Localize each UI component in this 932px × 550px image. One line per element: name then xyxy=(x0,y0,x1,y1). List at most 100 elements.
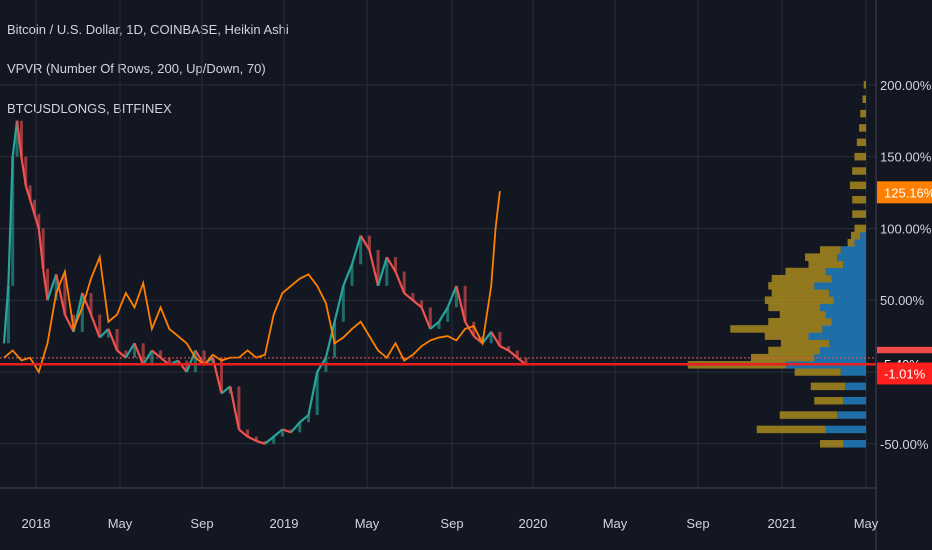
horizontal-lines xyxy=(0,357,876,366)
vp-down-bar xyxy=(764,332,809,340)
vp-up-bar xyxy=(831,318,866,326)
price-candle xyxy=(420,300,424,308)
price-candle xyxy=(6,285,10,344)
vp-down-bar xyxy=(860,109,866,118)
price-candle xyxy=(115,328,119,351)
price-tag-label: 125.16% xyxy=(884,185,932,200)
vp-up-bar xyxy=(854,239,866,247)
vp-down-bar xyxy=(847,239,855,247)
axes xyxy=(0,0,877,550)
vp-up-bar xyxy=(829,289,866,297)
vp-up-bar xyxy=(825,310,866,319)
vp-down-bar xyxy=(768,318,832,326)
price-candle xyxy=(359,235,363,265)
vp-down-bar xyxy=(779,411,838,419)
price-candle xyxy=(80,293,84,332)
price-candle xyxy=(437,321,441,329)
price-candle xyxy=(428,307,432,329)
price-candle xyxy=(32,199,36,215)
chart-grid xyxy=(0,0,876,488)
price-candle xyxy=(237,386,241,430)
vp-down-bar xyxy=(764,296,834,304)
vp-up-bar xyxy=(825,267,866,276)
y-tick-label: 150.00% xyxy=(880,150,932,165)
x-tick-label: 2020 xyxy=(519,516,548,531)
price-candle xyxy=(367,235,371,250)
price-candle xyxy=(411,293,415,301)
x-axis-ticks: 2018 May Sep 2019 May Sep 2020 May Sep 2021 May xyxy=(22,516,879,531)
vp-up-bar xyxy=(820,303,866,312)
vp-down-bar xyxy=(780,339,830,348)
price-candle xyxy=(263,440,267,444)
y-tick-label: 50.00% xyxy=(880,293,925,308)
vp-down-bar xyxy=(768,303,820,312)
longs-series xyxy=(3,191,501,375)
price-candle xyxy=(15,120,19,157)
y-tick-label: 100.00% xyxy=(880,221,932,236)
price-candle xyxy=(41,228,45,269)
vp-down-bar xyxy=(854,152,866,161)
vp-up-bar xyxy=(825,425,866,434)
price-candle xyxy=(106,328,110,338)
vp-up-bar xyxy=(831,274,866,283)
legend-symbol: Bitcoin / U.S. Dollar, 1D, COINBASE, Hei… xyxy=(7,22,289,37)
legend-longs: BTCUSDLONGS, BITFINEX xyxy=(7,101,172,116)
price-candle xyxy=(463,285,467,322)
price-tag-label: -1.01% xyxy=(884,366,926,381)
price-candle xyxy=(394,257,397,272)
price-candle xyxy=(133,343,136,358)
vp-down-bar xyxy=(794,368,841,376)
x-tick-label: 2018 xyxy=(22,516,51,531)
vp-up-bar xyxy=(860,231,866,240)
price-tag-box xyxy=(877,181,932,204)
price-candle xyxy=(315,372,319,416)
price-candle xyxy=(167,357,171,365)
price-candle xyxy=(307,415,310,423)
price-candle xyxy=(376,249,380,286)
vp-down-bar xyxy=(785,267,826,276)
x-tick-label: May xyxy=(355,516,380,531)
vp-up-bar xyxy=(845,382,866,391)
vp-down-bar xyxy=(779,310,826,319)
vp-up-bar xyxy=(843,440,866,448)
price-candle xyxy=(272,436,276,444)
vp-down-bar xyxy=(756,425,826,434)
vp-down-bar xyxy=(856,138,866,147)
vp-down-bar xyxy=(814,396,843,405)
vp-up-bar xyxy=(840,246,866,254)
price-candle xyxy=(350,264,354,286)
price-candle xyxy=(54,274,58,301)
price-candle xyxy=(193,350,197,372)
y-tick-label: -50.00% xyxy=(880,437,929,452)
price-candle xyxy=(254,436,258,441)
vp-down-bar xyxy=(859,124,866,132)
x-tick-label: Sep xyxy=(190,516,213,531)
price-candle xyxy=(150,350,154,365)
price-candle xyxy=(19,120,23,157)
x-tick-label: Sep xyxy=(440,516,463,531)
price-candle xyxy=(176,360,180,365)
vp-down-bar xyxy=(862,95,866,103)
vp-down-bar xyxy=(852,195,866,204)
x-tick-label: May xyxy=(603,516,628,531)
vp-down-bar xyxy=(820,246,841,254)
price-candle xyxy=(159,350,163,358)
price-candle xyxy=(141,343,145,365)
vp-up-bar xyxy=(833,296,866,304)
price-candle xyxy=(489,331,493,344)
price-candle xyxy=(246,429,250,437)
y-tick-label: 200.00% xyxy=(880,78,932,93)
price-tags: 125.16%9.87%5.40%-1.01% xyxy=(877,181,932,385)
price-candle xyxy=(46,268,49,301)
vp-up-bar xyxy=(837,253,866,261)
vp-up-bar xyxy=(843,260,866,269)
price-candle xyxy=(37,214,41,229)
legend-vpvr: VPVR (Number Of Rows, 200, Up/Down, 70) xyxy=(7,61,266,76)
price-tag: 125.16% xyxy=(877,181,932,204)
vp-up-bar xyxy=(822,325,866,333)
price-candle xyxy=(298,422,302,433)
longs-line xyxy=(3,191,501,375)
price-candle xyxy=(280,429,284,437)
price-candle xyxy=(507,346,511,351)
